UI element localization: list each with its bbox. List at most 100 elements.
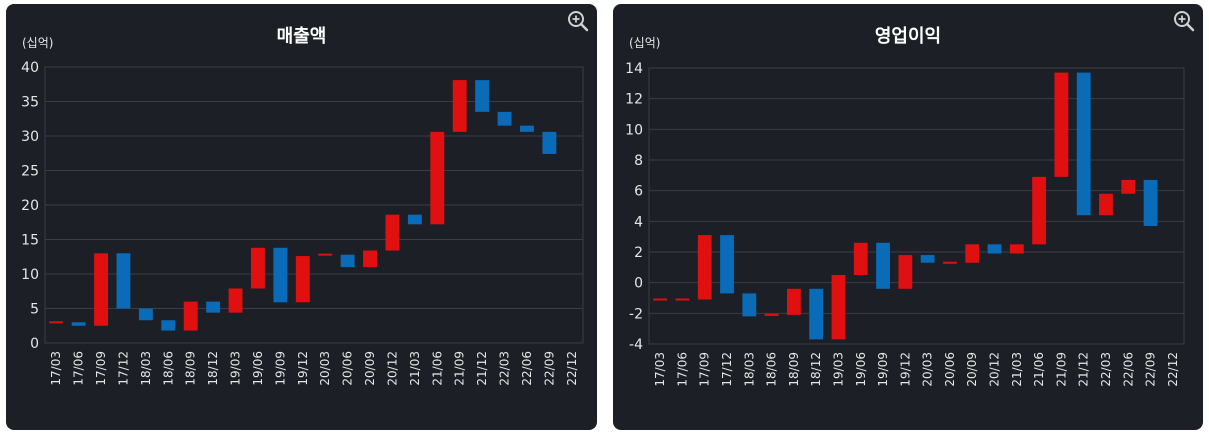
bar xyxy=(363,250,377,268)
bar xyxy=(49,321,64,324)
x-tick-label: 18/12 xyxy=(206,351,220,386)
bar xyxy=(898,255,913,289)
bar xyxy=(786,288,801,315)
bar xyxy=(138,308,153,321)
bar xyxy=(183,301,198,331)
x-tick-label: 17/06 xyxy=(675,352,689,387)
bar xyxy=(475,80,490,112)
bar xyxy=(853,242,868,275)
bar xyxy=(520,125,534,132)
y-tick-label: 8 xyxy=(634,153,643,169)
x-tick-label: 22/09 xyxy=(542,351,556,386)
x-tick-label: 21/12 xyxy=(475,351,489,386)
bar xyxy=(1009,244,1024,254)
x-tick-label: 17/03 xyxy=(49,351,63,386)
bar xyxy=(497,111,512,126)
x-tick-label: 19/03 xyxy=(229,351,243,386)
bar xyxy=(273,247,288,303)
bar xyxy=(228,288,243,313)
bar xyxy=(542,131,557,154)
x-tick-label: 18/09 xyxy=(184,351,198,386)
bar xyxy=(430,131,445,225)
operating-profit-plot: -4 -2 0 2 4 6 8 10 12 14 17/03 17/06 17/09 17/12 18/03… xyxy=(625,61,1185,387)
x-tick-label: 19/12 xyxy=(296,351,310,386)
bar xyxy=(1143,179,1158,226)
x-tick-label: 18/12 xyxy=(809,352,823,387)
bar xyxy=(385,214,400,251)
unit-label: (십억) xyxy=(629,36,661,50)
bar xyxy=(943,261,957,264)
y-tick-label: 20 xyxy=(21,198,39,214)
revenue-chart-panel: 매출액 (십억) 0 5 10 15 20 25 30 35 40 17/03 17/06 17/09… xyxy=(6,4,597,430)
x-tick-label: 17/06 xyxy=(72,351,86,386)
bar xyxy=(340,254,355,268)
bar xyxy=(1054,72,1069,177)
x-tick-label: 17/03 xyxy=(653,352,667,387)
bar xyxy=(697,235,712,300)
x-tick-label: 20/03 xyxy=(318,351,332,386)
x-tick-label: 17/12 xyxy=(720,352,734,387)
x-tick-label: 19/06 xyxy=(854,352,868,387)
x-tick-label: 21/06 xyxy=(430,351,444,386)
y-tick-label: 35 xyxy=(21,95,39,111)
y-tick-label: 6 xyxy=(634,184,643,200)
plot-frame xyxy=(648,67,1185,345)
x-tick-label: 19/03 xyxy=(831,352,845,387)
bar xyxy=(452,80,467,132)
x-tick-label: 19/09 xyxy=(273,351,287,386)
y-tick-label: -2 xyxy=(629,306,643,322)
y-tick-label: 25 xyxy=(21,164,39,180)
x-tick-label: 22/06 xyxy=(520,351,534,386)
x-tick-label: 22/03 xyxy=(1099,352,1113,387)
x-tick-label: 17/09 xyxy=(94,351,108,386)
y-tick-label: -4 xyxy=(629,337,643,353)
y-tick-label: 14 xyxy=(625,61,643,77)
y-tick-label: 10 xyxy=(21,267,39,283)
x-tick-label: 17/09 xyxy=(698,352,712,387)
x-tick-label: 18/09 xyxy=(787,352,801,387)
chart-title: 매출액 xyxy=(276,26,327,47)
bar xyxy=(161,320,176,331)
x-tick-label: 21/09 xyxy=(453,351,467,386)
x-tick-label: 18/06 xyxy=(765,352,779,387)
bar xyxy=(742,293,757,317)
bar xyxy=(116,253,131,309)
bar xyxy=(675,298,690,301)
revenue-plot: 0 5 10 15 20 25 30 35 40 17/03 17/06 17/09 17/12 18/0… xyxy=(21,60,584,386)
y-tick-label: 15 xyxy=(21,233,39,249)
y-tick-label: 0 xyxy=(30,336,39,352)
x-tick-label: 20/06 xyxy=(341,351,355,386)
bar xyxy=(1099,193,1113,216)
y-tick-label: 12 xyxy=(625,92,643,108)
x-tick-label: 21/06 xyxy=(1032,352,1046,387)
x-tick-label: 20/03 xyxy=(921,352,935,387)
bar xyxy=(764,313,779,316)
x-tick-label: 21/09 xyxy=(1054,352,1068,387)
y-tick-label: 2 xyxy=(634,245,643,261)
bar xyxy=(653,298,668,301)
y-tick-label: 0 xyxy=(634,276,643,292)
bar xyxy=(71,322,86,326)
x-tick-label: 22/09 xyxy=(1144,352,1158,387)
unit-label: (십억) xyxy=(22,36,54,50)
operating-profit-chart-panel: 영업이익 (십억) -4 -2 0 2 4 6 8 10 12 14 17/03 17/06 17/09… xyxy=(613,4,1203,430)
x-tick-label: 19/09 xyxy=(876,352,890,387)
bar xyxy=(965,244,980,263)
x-tick-label: 21/12 xyxy=(1077,352,1091,387)
bar xyxy=(295,256,310,303)
x-tick-label: 19/06 xyxy=(251,351,265,386)
bar xyxy=(987,244,1002,254)
x-tick-label: 18/06 xyxy=(161,351,175,386)
y-tick-label: 10 xyxy=(625,122,643,138)
bar xyxy=(206,301,221,313)
x-tick-label: 20/09 xyxy=(363,351,377,386)
y-tick-label: 5 xyxy=(30,302,39,318)
bar xyxy=(920,255,935,263)
bar xyxy=(876,242,890,289)
x-tick-label: 21/03 xyxy=(408,351,422,386)
zoom-in-icon[interactable] xyxy=(567,10,589,32)
zoom-in-icon[interactable] xyxy=(1173,10,1195,32)
x-tick-label: 20/12 xyxy=(988,352,1002,387)
bar xyxy=(251,247,265,289)
bar xyxy=(809,288,824,340)
